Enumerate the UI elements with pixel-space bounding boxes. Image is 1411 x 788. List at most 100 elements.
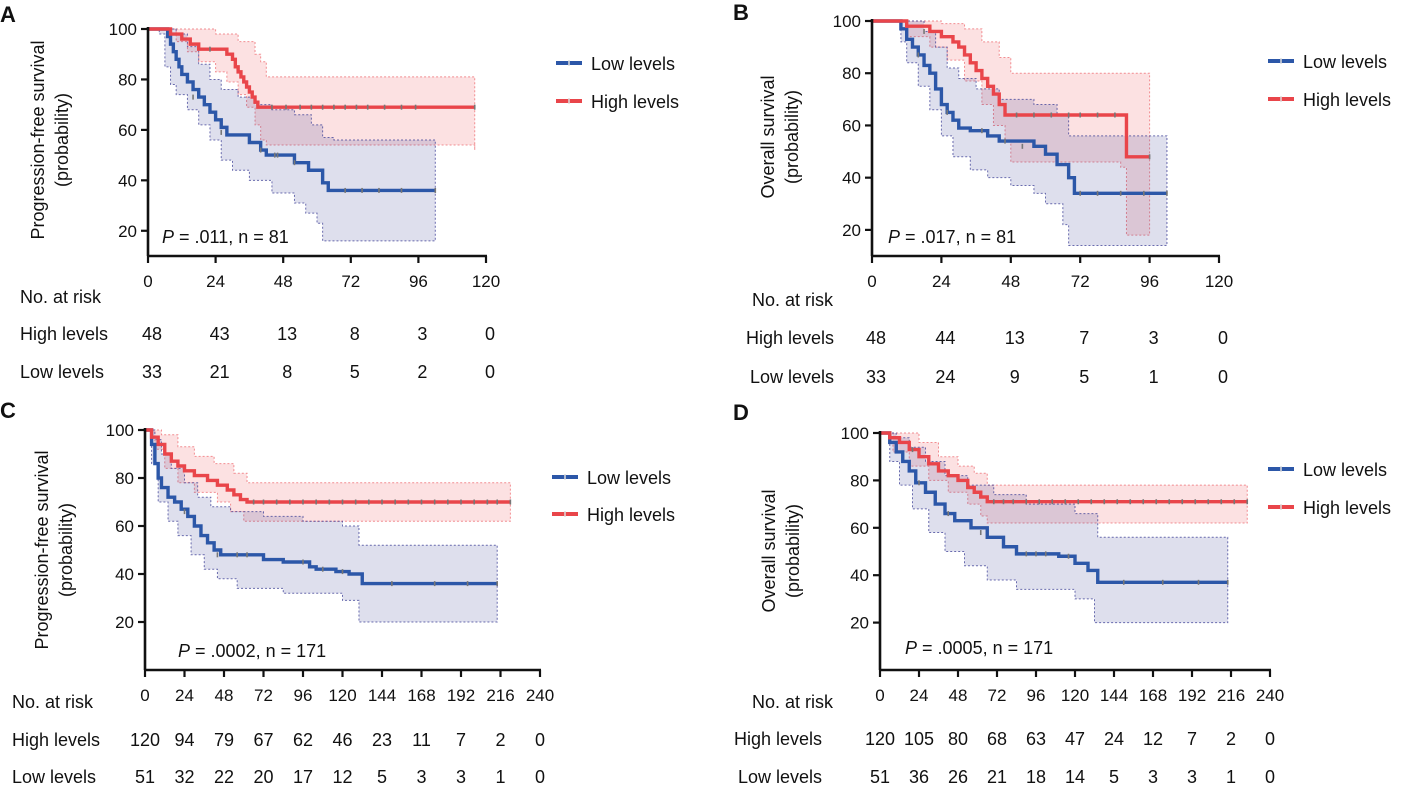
risk-count: 62: [293, 730, 313, 750]
risk-count: 5: [377, 767, 387, 787]
risk-row-label: High levels: [746, 328, 834, 348]
risk-count: 80: [948, 729, 968, 749]
ci-band-low: [148, 28, 436, 242]
risk-count: 33: [142, 362, 162, 382]
survival-curve-high: [145, 428, 511, 504]
risk-count: 3: [456, 767, 466, 787]
risk-count: 1: [495, 767, 505, 787]
risk-count: 23: [372, 730, 392, 750]
x-tick-label: 72: [1071, 272, 1090, 291]
risk-count: 21: [210, 362, 230, 382]
x-tick-label: 144: [368, 686, 396, 705]
risk-count: 44: [935, 328, 955, 348]
risk-count: 0: [1265, 767, 1275, 787]
risk-count: 13: [1005, 328, 1025, 348]
risk-count: 12: [332, 767, 352, 787]
risk-count: 0: [535, 767, 545, 787]
risk-count: 20: [253, 767, 273, 787]
risk-count: 79: [214, 730, 234, 750]
x-tick-label: 48: [949, 686, 968, 705]
risk-count: 17: [293, 767, 313, 787]
x-tick-label: 48: [215, 686, 234, 705]
panel-letter: C: [0, 398, 16, 423]
risk-count: 2: [1226, 729, 1236, 749]
risk-count: 1: [1226, 767, 1236, 787]
risk-count: 22: [214, 767, 234, 787]
panel-letter: A: [0, 2, 16, 27]
x-tick-label: 96: [1140, 272, 1159, 291]
x-tick-label: 96: [1027, 686, 1046, 705]
x-tick-label: 24: [910, 686, 929, 705]
survival-curve-low: [880, 431, 1228, 585]
risk-count: 3: [1148, 767, 1158, 787]
risk-count: 51: [870, 767, 890, 787]
x-tick-label: 120: [1061, 686, 1089, 705]
x-tick-label: 24: [206, 272, 225, 291]
risk-count: 18: [1026, 767, 1046, 787]
risk-table-title: No. at risk: [12, 692, 94, 712]
ci-band-high: [872, 20, 1151, 236]
legend-label-low: Low levels: [591, 54, 675, 74]
y-tick-label: 60: [118, 121, 137, 140]
panel-letter: D: [733, 400, 749, 425]
legend-label-low: Low levels: [1303, 52, 1387, 72]
y-tick-label: 60: [115, 517, 134, 536]
survival-curve-high: [148, 27, 475, 109]
x-tick-label: 72: [988, 686, 1007, 705]
y-axis-label: Overall survival: [759, 489, 779, 612]
risk-count: 14: [1065, 767, 1085, 787]
y-tick-label: 80: [842, 64, 861, 83]
risk-count: 46: [332, 730, 352, 750]
p-value-text: = .0005, n = 171: [917, 638, 1053, 658]
risk-count: 105: [904, 729, 934, 749]
risk-row-label: High levels: [734, 729, 822, 749]
p-symbol: P: [162, 227, 174, 247]
x-tick-label: 240: [1256, 686, 1284, 705]
risk-count: 12: [1143, 729, 1163, 749]
y-tick-label: 80: [115, 469, 134, 488]
risk-count: 5: [1079, 367, 1089, 387]
risk-count: 7: [1187, 729, 1197, 749]
ci-band-low: [880, 432, 1229, 624]
x-tick-label: 192: [1178, 686, 1206, 705]
x-tick-label: 24: [932, 272, 951, 291]
risk-row-label: High levels: [20, 324, 108, 344]
x-tick-label: 168: [407, 686, 435, 705]
x-tick-label: 0: [867, 272, 876, 291]
y-axis-label: (probability): [56, 503, 76, 597]
risk-count: 3: [417, 324, 427, 344]
x-tick-label: 48: [274, 272, 293, 291]
risk-count: 26: [948, 767, 968, 787]
x-tick-label: 72: [341, 272, 360, 291]
risk-row-label: Low levels: [750, 367, 834, 387]
legend-label-high: High levels: [1303, 498, 1391, 518]
x-tick-label: 120: [328, 686, 356, 705]
y-tick-label: 60: [842, 116, 861, 135]
p-value-text: = .017, n = 81: [900, 227, 1016, 247]
risk-count: 47: [1065, 729, 1085, 749]
risk-count: 1: [1149, 367, 1159, 387]
x-tick-label: 24: [175, 686, 194, 705]
risk-count: 0: [1218, 328, 1228, 348]
p-value-text: = .0002, n = 171: [190, 641, 326, 661]
risk-count: 0: [535, 730, 545, 750]
risk-count: 11: [412, 730, 431, 750]
risk-count: 32: [174, 767, 194, 787]
y-tick-label: 40: [850, 566, 869, 585]
y-tick-label: 100: [106, 421, 134, 440]
risk-count: 3: [416, 767, 426, 787]
p-value-annotation: P = .017, n = 81: [888, 227, 1016, 247]
survival-curve-high: [880, 431, 1248, 504]
risk-row-label: Low levels: [20, 362, 104, 382]
x-tick-label: 48: [1001, 272, 1020, 291]
y-tick-label: 60: [850, 519, 869, 538]
x-tick-label: 96: [294, 686, 313, 705]
risk-count: 120: [865, 729, 895, 749]
risk-count: 24: [935, 367, 955, 387]
y-axis-label: (probability): [783, 504, 803, 598]
risk-count: 3: [1187, 767, 1197, 787]
y-tick-label: 20: [850, 614, 869, 633]
